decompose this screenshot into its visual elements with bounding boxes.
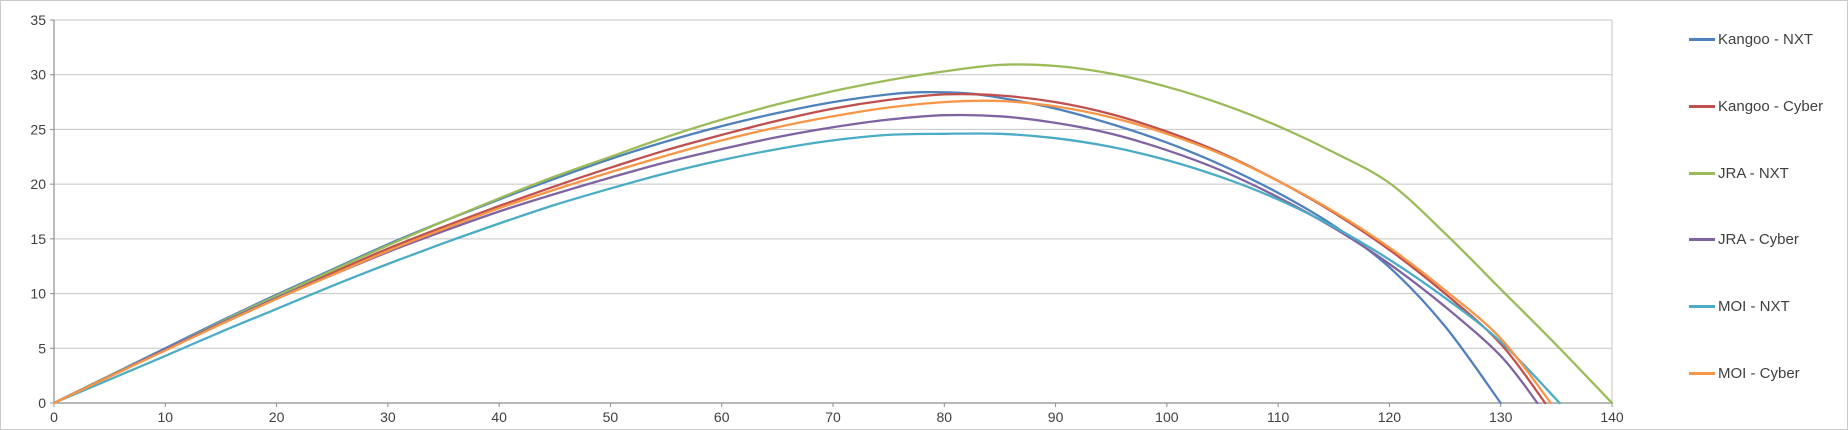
x-tick-label: 40 — [491, 409, 507, 425]
legend-label: MOI - Cyber — [1718, 365, 1800, 382]
x-tick-label: 140 — [1600, 409, 1624, 425]
series-line-moi-cyber[interactable] — [52, 99, 1552, 405]
x-tick-label: 0 — [50, 409, 58, 425]
legend-label: JRA - Cyber — [1718, 231, 1799, 249]
x-tick-label: 50 — [603, 409, 619, 425]
y-tick-label: 10 — [30, 286, 46, 302]
legend-label: Kangoo - NXT — [1718, 31, 1814, 48]
legend-item[interactable]: MOI - Cyber — [1689, 366, 1800, 381]
x-tick-label: 110 — [1267, 409, 1290, 425]
legend-swatch-icon — [1689, 171, 1715, 175]
x-tick-label: 20 — [269, 409, 285, 425]
legend-item[interactable]: JRA - Cyber — [1689, 232, 1799, 247]
x-tick-label: 120 — [1378, 409, 1402, 425]
legend-label: Kangoo - Cyber — [1718, 97, 1824, 115]
y-tick-label: 15 — [30, 231, 46, 247]
x-tick-label: 30 — [380, 409, 396, 425]
legend-item[interactable]: Kangoo - NXT — [1689, 32, 1813, 47]
x-tick-label: 80 — [936, 409, 952, 425]
legend-swatch-icon — [1689, 238, 1715, 242]
y-tick-label: 20 — [30, 176, 46, 192]
legend-item[interactable]: MOI - NXT — [1689, 299, 1790, 314]
x-tick-label: 100 — [1155, 409, 1179, 425]
legend-label: JRA - NXT — [1718, 164, 1789, 182]
series-line-moi-nxt[interactable] — [52, 132, 1561, 405]
x-tick-label: 130 — [1489, 409, 1513, 425]
legend-swatch-icon — [1689, 372, 1715, 375]
legend-swatch-icon — [1689, 305, 1715, 309]
y-tick-label: 25 — [30, 121, 46, 137]
series-line-kangoo-nxt[interactable] — [52, 91, 1502, 405]
x-tick-label: 10 — [157, 409, 173, 425]
legend-swatch-icon — [1689, 38, 1715, 41]
legend-label: MOI - NXT — [1718, 298, 1790, 316]
y-tick-label: 0 — [38, 395, 46, 411]
gridlines — [54, 19, 1612, 349]
legend-item[interactable]: JRA - NXT — [1689, 166, 1789, 181]
legend-item[interactable]: Kangoo - Cyber — [1689, 99, 1823, 114]
x-tick-label: 90 — [1048, 409, 1064, 425]
x-tick-label: 60 — [714, 409, 730, 425]
series-line-jra-nxt[interactable] — [52, 63, 1614, 405]
series-line-jra-cyber[interactable] — [52, 113, 1539, 405]
y-tick-label: 35 — [30, 12, 46, 28]
legend-swatch-icon — [1689, 104, 1715, 108]
y-tick-label: 5 — [38, 340, 46, 356]
y-tick-label: 30 — [30, 67, 46, 83]
x-tick-label: 70 — [825, 409, 841, 425]
series-line-kangoo-cyber[interactable] — [52, 92, 1547, 405]
